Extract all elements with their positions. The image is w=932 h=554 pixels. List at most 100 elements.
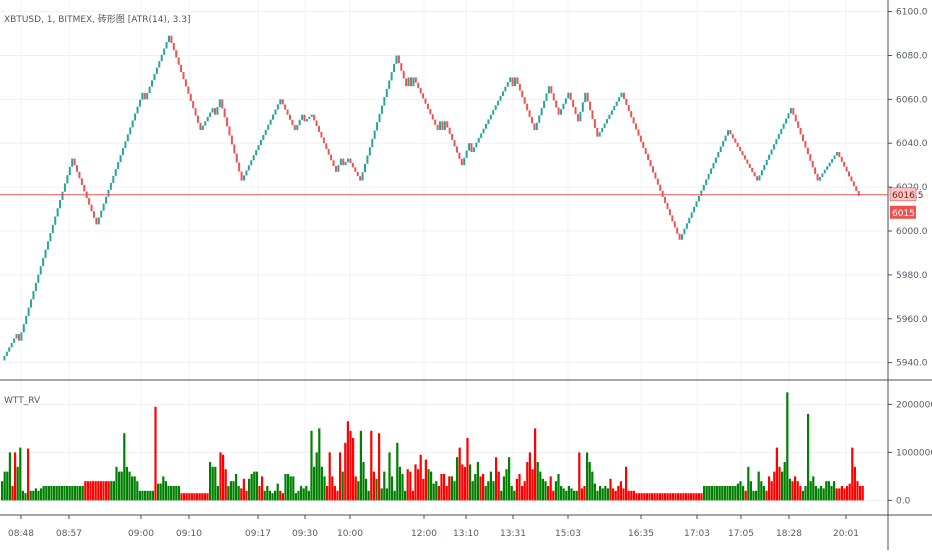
renko-brick (613, 105, 616, 111)
volume-bar (510, 486, 513, 501)
volume-bar (679, 493, 682, 501)
renko-brick (673, 221, 676, 228)
volume-bar (627, 490, 630, 501)
volume-bar (778, 466, 781, 501)
volume-bar (513, 490, 516, 501)
volume-bar (726, 486, 729, 501)
renko-brick (603, 123, 606, 128)
volume-bar (250, 474, 253, 501)
volume-bar (305, 486, 308, 501)
volume-bar (443, 474, 446, 501)
volume-bar (232, 481, 235, 501)
volume-bar (229, 481, 232, 501)
volume-bar (73, 486, 76, 501)
renko-brick (741, 151, 744, 156)
volume-bar (411, 490, 414, 501)
volume-bar (625, 466, 628, 501)
renko-brick (228, 126, 231, 136)
renko-brick (458, 152, 461, 159)
volume-bar (635, 493, 638, 501)
renko-brick (753, 172, 756, 177)
x-tick-label: 20:01 (833, 529, 859, 539)
x-tick-label: 08:48 (8, 529, 34, 539)
renko-brick (797, 121, 800, 128)
volume-bar (458, 447, 461, 501)
renko-brick (455, 146, 458, 153)
renko-brick (533, 123, 536, 131)
y-tick-label: 6000.0 (896, 227, 928, 237)
volume-bar (651, 493, 654, 501)
renko-brick (318, 126, 321, 132)
renko-brick (262, 134, 265, 140)
volume-bar (705, 486, 708, 501)
renko-brick (826, 166, 829, 170)
renko-brick (359, 176, 362, 181)
renko-brick (361, 172, 364, 181)
volume-bar (274, 490, 277, 501)
volume-bar (744, 490, 747, 501)
renko-brick (291, 119, 294, 125)
volume-bar (536, 462, 539, 501)
renko-brick (397, 55, 400, 64)
renko-brick (710, 168, 713, 174)
volume-bar (682, 493, 685, 501)
volume-bar (380, 488, 383, 501)
volume-bar (292, 476, 295, 501)
renko-brick (487, 119, 490, 125)
renko-brick (30, 299, 33, 308)
volume-bar (201, 493, 204, 501)
renko-brick (80, 178, 83, 185)
volume-bar (612, 488, 615, 501)
volume-bar (102, 481, 105, 501)
renko-brick (22, 324, 25, 333)
main-chart-title: XBTUSD, 1, BITMEX, 砖形图 [ATR(14), 3.3] (4, 13, 191, 25)
volume-bar (396, 442, 399, 501)
renko-brick (327, 148, 330, 155)
volume-bar (175, 486, 178, 501)
renko-brick (49, 233, 52, 242)
renko-brick (734, 138, 737, 143)
renko-brick (785, 118, 788, 124)
volume-bar (388, 452, 391, 501)
renko-brick (146, 92, 149, 100)
renko-brick (736, 142, 739, 147)
volume-bar (53, 486, 56, 501)
renko-brick (272, 114, 275, 120)
renko-brick (68, 166, 71, 176)
renko-brick (560, 109, 563, 115)
volume-bar (830, 486, 833, 501)
renko-brick (240, 171, 243, 181)
renko-brick (419, 87, 422, 94)
renko-brick (494, 105, 497, 111)
renko-brick (134, 113, 137, 121)
renko-brick (789, 108, 792, 114)
volume-bar (300, 486, 303, 501)
renko-brick (243, 175, 245, 181)
renko-brick (315, 120, 318, 127)
x-tick-label: 13:10 (453, 529, 479, 539)
volume-bar (196, 493, 199, 501)
renko-brick (206, 116, 209, 122)
renko-brick (61, 191, 64, 200)
volume-bar (266, 486, 269, 501)
renko-brick (407, 77, 410, 87)
volume-bar (783, 462, 786, 501)
volume-bar (63, 486, 66, 501)
volume-bar (762, 486, 765, 501)
volume-bar (328, 452, 331, 501)
renko-brick (334, 166, 337, 172)
volume-bar (1, 481, 4, 501)
renko-brick (845, 166, 848, 172)
renko-brick (390, 72, 393, 81)
renko-brick (293, 124, 296, 131)
renko-brick (313, 114, 316, 121)
volume-bars (1, 392, 864, 501)
volume-bar (573, 490, 576, 501)
renko-brick (373, 130, 376, 139)
renko-brick (325, 143, 328, 149)
renko-brick (160, 54, 163, 62)
y-tick-label: 6080.0 (896, 51, 928, 61)
renko-brick (434, 119, 437, 125)
